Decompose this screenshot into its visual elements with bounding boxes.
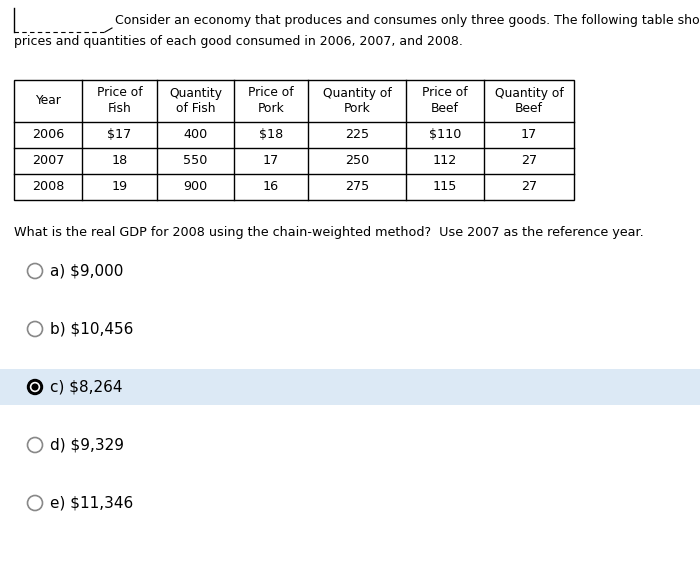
- Text: Quantity of
Beef: Quantity of Beef: [495, 86, 564, 115]
- Text: d) $9,329: d) $9,329: [50, 437, 125, 453]
- Text: 275: 275: [345, 181, 369, 194]
- Circle shape: [31, 382, 39, 391]
- Text: 27: 27: [521, 154, 537, 168]
- Text: a) $9,000: a) $9,000: [50, 264, 124, 278]
- Text: prices and quantities of each good consumed in 2006, 2007, and 2008.: prices and quantities of each good consu…: [14, 35, 463, 48]
- Text: Quantity of
Pork: Quantity of Pork: [323, 86, 391, 115]
- Text: 2006: 2006: [32, 128, 64, 141]
- Text: 17: 17: [521, 128, 537, 141]
- Text: $18: $18: [259, 128, 283, 141]
- Text: 400: 400: [183, 128, 208, 141]
- Bar: [0, 369, 700, 405]
- Text: 16: 16: [263, 181, 279, 194]
- Text: 225: 225: [345, 128, 369, 141]
- Text: 2007: 2007: [32, 154, 64, 168]
- Text: Year: Year: [35, 94, 61, 107]
- Text: 550: 550: [183, 154, 208, 168]
- Text: c) $8,264: c) $8,264: [50, 379, 123, 395]
- Text: What is the real GDP for 2008 using the chain-weighted method?  Use 2007 as the : What is the real GDP for 2008 using the …: [14, 226, 644, 239]
- Text: $110: $110: [429, 128, 461, 141]
- Text: 115: 115: [433, 181, 457, 194]
- Bar: [14, 80, 574, 200]
- Text: e) $11,346: e) $11,346: [50, 495, 134, 511]
- Text: Price of
Beef: Price of Beef: [422, 86, 468, 115]
- Text: Price of
Pork: Price of Pork: [248, 86, 294, 115]
- Text: 900: 900: [183, 181, 208, 194]
- Text: 250: 250: [345, 154, 369, 168]
- Text: 18: 18: [111, 154, 127, 168]
- Text: Quantity
of Fish: Quantity of Fish: [169, 86, 222, 115]
- Circle shape: [27, 379, 43, 395]
- Text: Consider an economy that produces and consumes only three goods. The following t: Consider an economy that produces and co…: [115, 14, 700, 27]
- Text: $17: $17: [107, 128, 132, 141]
- Text: 19: 19: [111, 181, 127, 194]
- Circle shape: [32, 384, 38, 390]
- Text: b) $10,456: b) $10,456: [50, 321, 134, 336]
- Text: 27: 27: [521, 181, 537, 194]
- Text: Price of
Fish: Price of Fish: [97, 86, 142, 115]
- Text: 2008: 2008: [32, 181, 64, 194]
- Text: 17: 17: [263, 154, 279, 168]
- Text: 112: 112: [433, 154, 457, 168]
